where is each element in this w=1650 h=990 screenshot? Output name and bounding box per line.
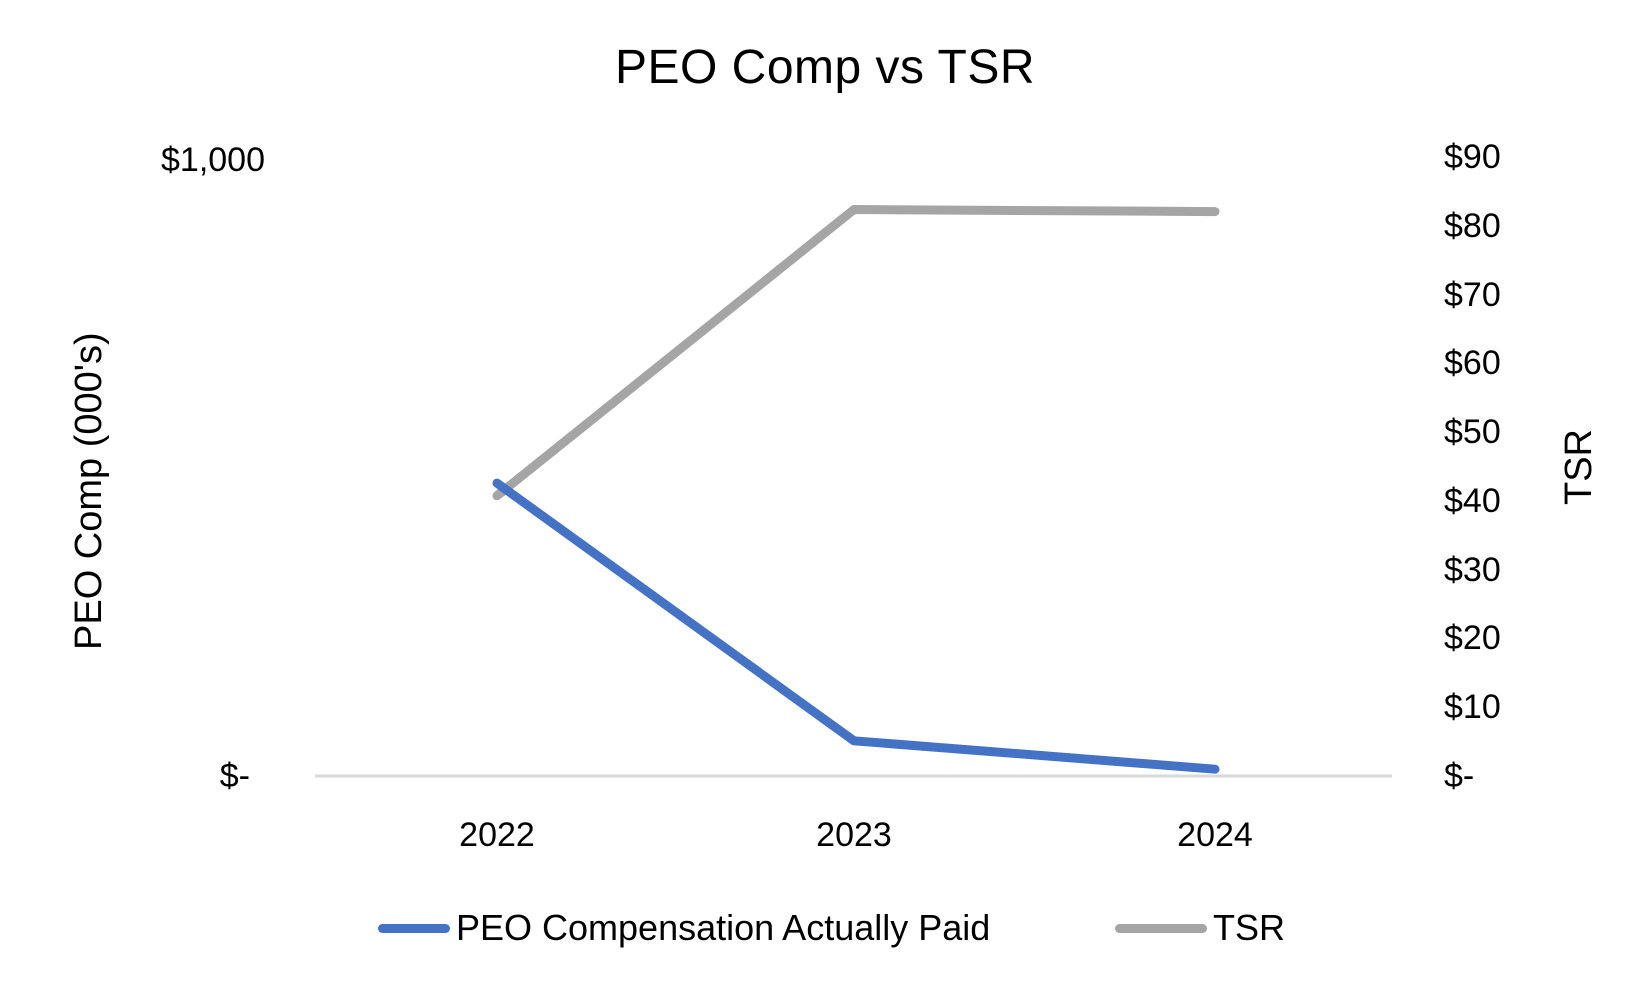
right-axis-tick: $10 (1444, 688, 1501, 726)
legend-label: PEO Compensation Actually Paid (456, 907, 991, 948)
x-axis-tick: 2022 (459, 816, 535, 854)
right-axis-tick: $80 (1444, 207, 1501, 245)
right-axis-tick: $60 (1444, 344, 1501, 382)
legend-line-icon (1115, 923, 1207, 933)
legend-label: TSR (1213, 907, 1285, 948)
left-axis-tick-zero: $- (219, 757, 250, 795)
x-axis-tick: 2023 (816, 816, 892, 854)
x-axis-tick: 2024 (1177, 816, 1253, 854)
right-axis-tick: $30 (1444, 551, 1501, 589)
right-axis-tick: $40 (1444, 482, 1501, 520)
right-axis-tick: $70 (1444, 276, 1501, 314)
right-axis-tick: $90 (1444, 138, 1501, 176)
right-axis-tick: $50 (1444, 413, 1501, 451)
peo-comp-series-line (492, 478, 1220, 774)
legend-item-tsr: TSR (1115, 905, 1285, 951)
legend-line-icon (378, 923, 450, 933)
right-axis-tick: $- (1444, 757, 1475, 795)
left-axis-tick-max: $1,000 (161, 141, 265, 179)
chart-title: PEO Comp vs TSR (614, 41, 1036, 94)
legend: PEO Compensation Actually Paid TSR (0, 905, 1650, 955)
tsr-series-line (492, 205, 1220, 501)
right-axis-tick: $20 (1444, 619, 1501, 657)
legend-item-peo-comp: PEO Compensation Actually Paid (378, 905, 990, 951)
